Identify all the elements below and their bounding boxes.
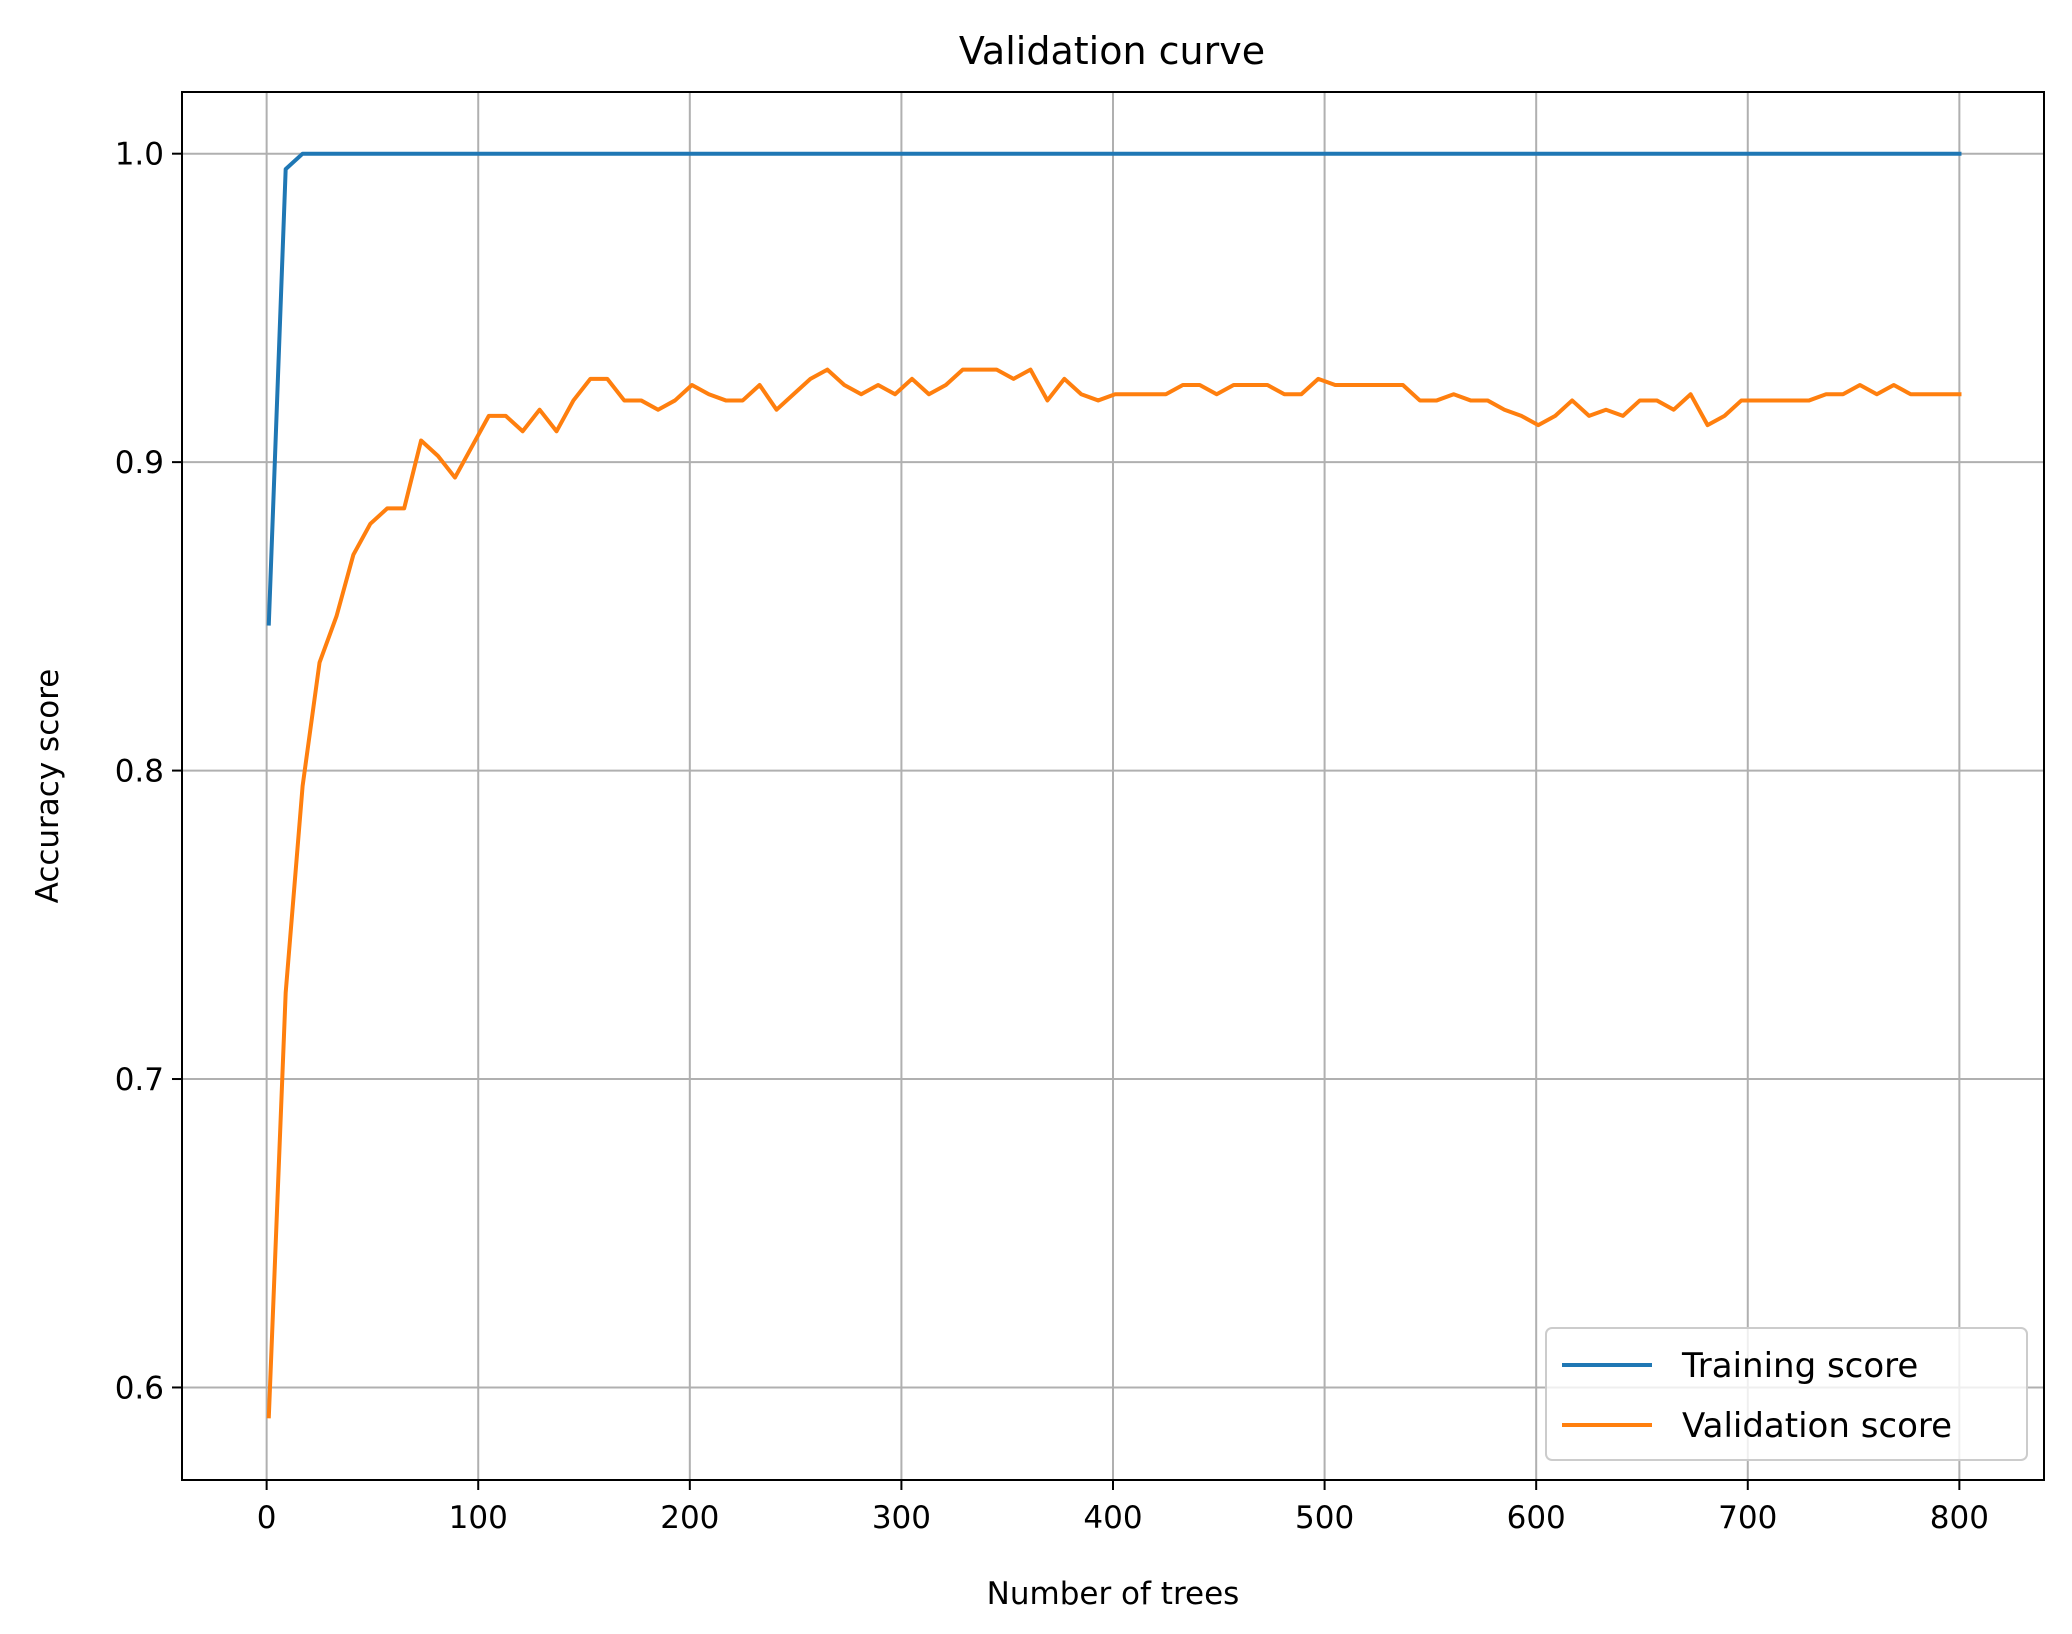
legend-box — [1545, 1327, 2028, 1461]
x-tick-label-800: 800 — [1930, 1500, 1989, 1536]
legend: Training score Validation score — [1545, 1327, 2028, 1461]
y-tick-label-0.9: 0.9 — [115, 445, 164, 481]
y-tick-label-0.8: 0.8 — [115, 754, 164, 790]
series-layer — [266, 151, 1962, 1419]
legend-label-training: Training score — [1681, 1346, 1918, 1386]
x-tick-label-600: 600 — [1507, 1500, 1566, 1536]
y-tick-label-1.0: 1.0 — [115, 137, 164, 173]
series-line-validation-score — [266, 367, 1962, 1419]
x-tick-label-200: 200 — [660, 1500, 719, 1536]
x-axis: 0 100 200 300 400 500 600 700 800 — [257, 1480, 1989, 1536]
x-tick-label-300: 300 — [872, 1500, 931, 1536]
chart-title: Validation curve — [959, 29, 1265, 73]
x-tick-label-700: 700 — [1718, 1500, 1777, 1536]
x-axis-label: Number of trees — [987, 1576, 1240, 1612]
x-tick-label-0: 0 — [257, 1500, 277, 1536]
y-axis: 0.6 0.7 0.8 0.9 1.0 — [115, 137, 182, 1406]
x-tick-label-100: 100 — [449, 1500, 508, 1536]
series-line-training-score — [266, 151, 1962, 626]
legend-label-validation: Validation score — [1682, 1406, 1952, 1446]
x-tick-label-500: 500 — [1295, 1500, 1354, 1536]
y-tick-label-0.6: 0.6 — [115, 1370, 164, 1406]
x-tick-label-400: 400 — [1083, 1500, 1142, 1536]
y-axis-label: Accuracy score — [30, 669, 66, 904]
y-tick-label-0.7: 0.7 — [115, 1062, 164, 1098]
